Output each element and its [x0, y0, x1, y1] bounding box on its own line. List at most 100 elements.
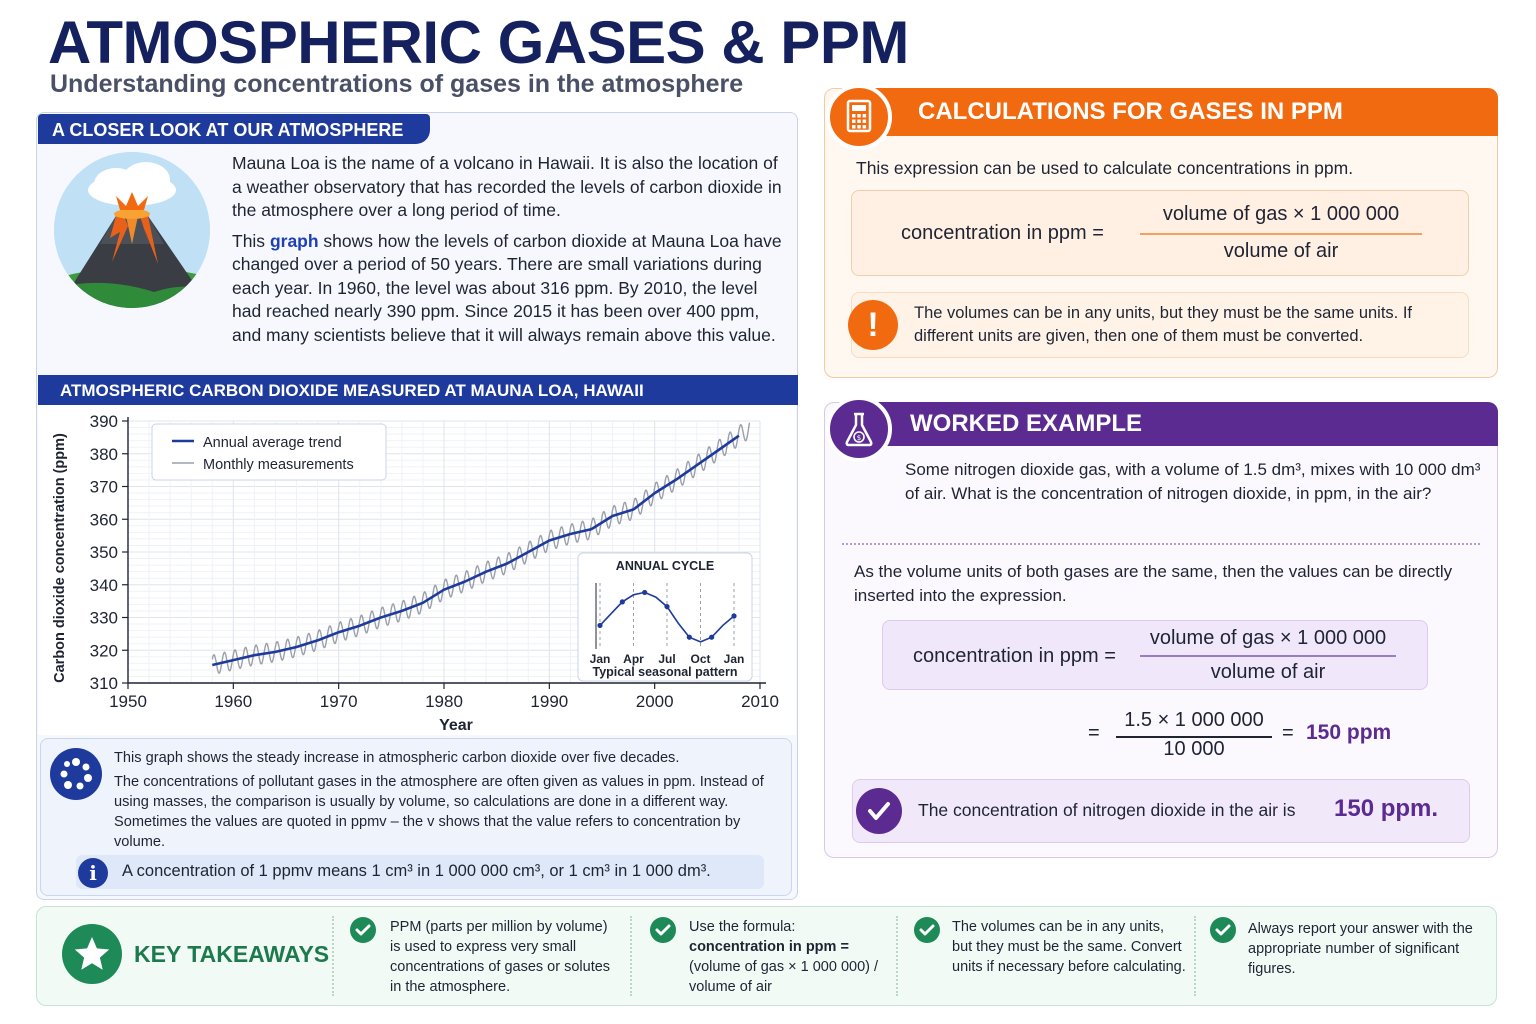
y-tick-label: 340	[90, 576, 118, 595]
formula-lhs: concentration in ppm =	[901, 222, 1104, 244]
worked-formula-numerator: volume of gas × 1 000 000	[1149, 627, 1387, 649]
exclamation-icon: !	[848, 300, 898, 350]
calculations-lead: This expression can be used to calculate…	[856, 158, 1354, 178]
sub-numerator: 1.5 × 1 000 000	[1124, 709, 1264, 731]
y-tick-label: 330	[90, 609, 118, 628]
sub-equals: =	[1088, 722, 1100, 744]
answer-text: The concentration of nitrogen dioxide in…	[918, 800, 1296, 820]
x-tick-label: 2010	[741, 692, 779, 711]
legend-box	[151, 423, 387, 481]
worked-example-question: Some nitrogen dioxide gas, with a volume…	[905, 460, 1481, 503]
page-title: ATMOSPHERIC GASES & PPM	[48, 9, 909, 76]
calculator-icon	[826, 84, 892, 150]
x-tick-label: 1990	[530, 692, 568, 711]
x-tick-label: 1970	[320, 692, 358, 711]
volcano-illustration	[54, 152, 210, 308]
legend-monthly-label: Monthly measurements	[203, 457, 354, 473]
inset-tick-label: Jan	[590, 652, 611, 666]
info-line-1: This graph shows the steady increase in …	[114, 750, 680, 766]
takeaway-separator	[332, 916, 334, 996]
inset-title: ANNUAL CYCLE	[616, 559, 714, 573]
calculations-heading: CALCULATIONS FOR GASES IN PPM	[918, 98, 1343, 125]
intro-paragraph-2: This graph shows how the levels of carbo…	[232, 230, 782, 345]
sub-denominator: 10 000	[1163, 738, 1225, 760]
info-icon: i	[78, 858, 108, 888]
info-line-2: The concentrations of pollutant gases in…	[114, 774, 764, 850]
takeaway-item-4: Always report your answer with the appro…	[1248, 921, 1473, 977]
worked-example-step: As the volume units of both gases are th…	[854, 562, 1453, 605]
takeaway-check-icon	[914, 917, 940, 943]
y-tick-label: 350	[90, 543, 118, 562]
y-tick-label: 360	[90, 510, 118, 529]
page-subtitle: Understanding concentrations of gases in…	[50, 70, 744, 98]
takeaway-check-icon	[1210, 917, 1236, 943]
check-icon	[856, 788, 902, 834]
takeaway-item-2: Use the formula: concentration in ppm = …	[689, 919, 879, 995]
worked-example-heading: WORKED EXAMPLE	[910, 410, 1143, 437]
worked-formula-line	[1140, 655, 1396, 657]
inset-tick-label: Oct	[690, 652, 710, 666]
monthly-measurements-line	[211, 422, 751, 674]
y-tick-label: 380	[90, 445, 118, 464]
key-takeaways-heading: KEY TAKEAWAYS	[134, 941, 330, 967]
inset-point	[619, 599, 625, 605]
annual-trend-line	[212, 434, 740, 667]
sub-equals-2: =	[1282, 722, 1294, 744]
x-tick-label: 2000	[636, 692, 674, 711]
y-tick-label: 370	[90, 478, 118, 497]
inset-point	[642, 589, 648, 596]
graph-highlight: graph	[269, 230, 319, 251]
x-tick-label: 1980	[425, 692, 463, 711]
inset-tick-label: Jan	[724, 652, 745, 666]
co2-chart-area: 310 320 330 340 350 360 370 380 390 1950 1960 1970 1…	[38, 405, 796, 735]
svg-text:$: $	[857, 434, 861, 442]
takeaway-check-icon	[350, 917, 376, 943]
formula-fraction-line	[1140, 233, 1422, 235]
molecules-icon	[50, 748, 102, 800]
y-axis-title: Carbon dioxide concentration (ppm)	[52, 433, 68, 683]
warning-box	[851, 292, 1469, 358]
warning-text: The volumes can be in any units, but the…	[914, 304, 1413, 345]
x-tick-label: 1950	[109, 692, 147, 711]
ppmv-note: A concentration of 1 ppmv means 1 cm³ in…	[122, 862, 711, 880]
inset-box	[577, 552, 753, 682]
chart-heading: ATMOSPHERIC CARBON DIOXIDE MEASURED AT M…	[38, 375, 798, 405]
takeaway-separator	[896, 916, 898, 996]
y-tick-label: 320	[90, 641, 118, 660]
takeaway-separator	[1194, 916, 1196, 996]
y-tick-label: 390	[90, 412, 118, 431]
y-tick-label: 310	[90, 674, 118, 693]
x-axis-title: Year	[439, 717, 473, 734]
calculations-header-bar	[870, 88, 1498, 136]
intro-paragraph-1: Mauna Loa is the name of a volcano in Ha…	[232, 153, 782, 220]
answer-value: 150 ppm.	[1334, 795, 1439, 822]
inset-point	[731, 613, 737, 619]
worked-example-header-bar	[870, 402, 1498, 446]
inset-caption: Typical seasonal pattern	[593, 665, 738, 679]
worked-example-divider	[842, 543, 1480, 545]
closer-look-heading: A CLOSER LOOK AT OUR ATMOSPHERE	[38, 114, 430, 144]
info-text: This graph shows the steady increase in …	[114, 748, 764, 856]
takeaway-check-icon	[650, 917, 676, 943]
takeaway-separator	[630, 916, 632, 996]
inset-tick-label: Apr	[623, 652, 644, 666]
worked-formula-denominator: volume of air	[1210, 661, 1326, 683]
formula-denominator: volume of air	[1223, 240, 1339, 262]
ppmv-note-box	[76, 855, 764, 889]
formula-numerator: volume of gas × 1 000 000	[1162, 203, 1400, 225]
inset-point	[709, 634, 715, 640]
inset-point	[664, 603, 670, 610]
answer-box	[852, 779, 1470, 843]
inset-point	[597, 622, 603, 629]
closer-look-text: Mauna Loa is the name of a volcano in Ha…	[232, 152, 784, 354]
key-takeaways-panel	[36, 906, 1497, 1006]
takeaway-item-3: The volumes can be in any units, but the…	[952, 919, 1186, 975]
inset-point	[686, 634, 692, 640]
worked-formula-lhs: concentration in ppm =	[913, 645, 1116, 667]
co2-chart: 310 320 330 340 350 360 370 380 390 1950 1960 1970 1…	[52, 412, 779, 734]
x-tick-label: 1960	[214, 692, 252, 711]
sub-result: 150 ppm	[1306, 721, 1392, 744]
inset-tick-label: Jul	[658, 652, 675, 666]
legend-trend-label: Annual average trend	[203, 435, 342, 451]
star-icon	[62, 924, 122, 984]
